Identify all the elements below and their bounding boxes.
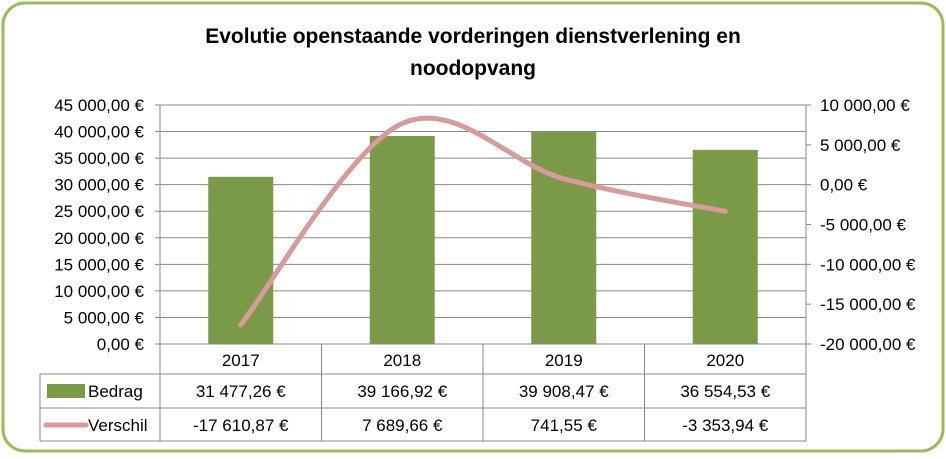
right-tick-label: 5 000,00 € <box>820 136 901 155</box>
data-label-verschil-2019: 741,55 € <box>531 416 598 435</box>
chart-title-line-1: Evolutie openstaande vorderingen dienstv… <box>205 25 741 48</box>
legend-label-verschil: Verschil <box>88 416 148 435</box>
left-tick-label: 15 000,00 € <box>54 255 144 274</box>
data-label-verschil-2017: -17 610,87 € <box>193 416 289 435</box>
bar-2020 <box>693 150 758 344</box>
right-tick-label: -15 000,00 € <box>820 295 916 314</box>
bar-2017 <box>208 177 273 344</box>
category-label-2020: 2020 <box>706 351 744 370</box>
data-label-bedrag-2020: 36 554,53 € <box>680 382 770 401</box>
left-tick-label: 35 000,00 € <box>54 149 144 168</box>
left-tick-label: 20 000,00 € <box>54 229 144 248</box>
data-label-bedrag-2019: 39 908,47 € <box>519 382 609 401</box>
chart-title-line-2: noodopvang <box>410 57 536 80</box>
left-tick-label: 0,00 € <box>97 335 145 354</box>
right-tick-label: 0,00 € <box>820 176 868 195</box>
category-label-2018: 2018 <box>383 351 421 370</box>
left-tick-label: 5 000,00 € <box>64 308 145 327</box>
legend-label-bedrag: Bedrag <box>88 382 143 401</box>
left-tick-label: 30 000,00 € <box>54 176 144 195</box>
category-label-2019: 2019 <box>545 351 583 370</box>
data-label-bedrag-2017: 31 477,26 € <box>196 382 286 401</box>
data-label-verschil-2018: 7 689,66 € <box>362 416 443 435</box>
left-tick-label: 40 000,00 € <box>54 123 144 142</box>
data-label-verschil-2020: -3 353,94 € <box>682 416 769 435</box>
left-tick-label: 10 000,00 € <box>54 282 144 301</box>
right-tick-label: -20 000,00 € <box>820 335 916 354</box>
category-label-2017: 2017 <box>222 351 260 370</box>
right-tick-label: -5 000,00 € <box>820 216 907 235</box>
bar-2018 <box>370 136 435 344</box>
left-tick-label: 25 000,00 € <box>54 202 144 221</box>
right-tick-label: -10 000,00 € <box>820 255 916 274</box>
bar-2019 <box>531 132 596 344</box>
left-tick-label: 45 000,00 € <box>54 96 144 115</box>
data-label-bedrag-2018: 39 166,92 € <box>357 382 447 401</box>
legend-key-bedrag <box>47 384 85 398</box>
right-tick-label: 10 000,00 € <box>820 96 910 115</box>
